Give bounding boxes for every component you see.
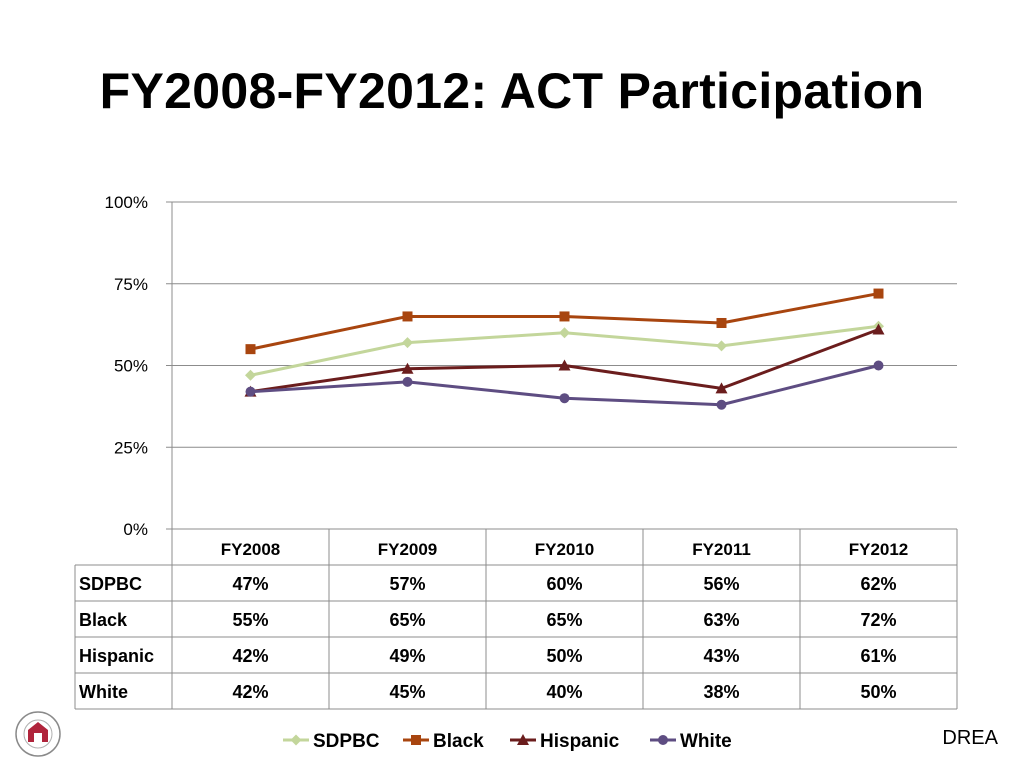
y-tick-label: 25%	[114, 438, 148, 457]
series-black	[245, 288, 884, 355]
legend-label: SDPBC	[313, 731, 380, 752]
school-district-seal-icon	[15, 711, 61, 757]
data-point	[559, 311, 570, 322]
data-point	[402, 311, 413, 322]
table-row-label: Black	[79, 610, 128, 630]
data-label: 61%	[860, 646, 896, 666]
slide-title: FY2008-FY2012: ACT Participation	[99, 63, 925, 119]
data-label: 49%	[389, 646, 425, 666]
data-label: 45%	[389, 682, 425, 702]
data-point	[559, 393, 570, 404]
x-category-label: FY2009	[378, 540, 438, 559]
data-point	[245, 386, 256, 397]
data-point	[402, 376, 413, 387]
data-label: 56%	[703, 574, 739, 594]
data-point	[401, 362, 414, 374]
data-label: 50%	[546, 646, 582, 666]
legend-item-hispanic: Hispanic	[510, 731, 620, 752]
data-point	[872, 323, 885, 335]
x-category-label: FY2011	[692, 540, 751, 559]
data-point	[715, 382, 728, 394]
data-label: 60%	[546, 574, 582, 594]
data-label: 62%	[860, 574, 896, 594]
data-label: 72%	[860, 610, 896, 630]
data-label: 42%	[232, 682, 268, 702]
data-label: 43%	[703, 646, 739, 666]
data-point	[716, 317, 727, 328]
legend-marker	[290, 734, 302, 746]
legend-item-white: White	[650, 731, 732, 752]
data-label: 55%	[232, 610, 268, 630]
data-point	[558, 359, 571, 371]
legend-item-black: Black	[403, 731, 484, 752]
data-label: 42%	[232, 646, 268, 666]
data-label: 65%	[389, 610, 425, 630]
data-point	[559, 327, 570, 339]
footer-note: DREA	[942, 727, 998, 749]
legend-marker	[411, 735, 421, 745]
data-label: 63%	[703, 610, 739, 630]
data-point	[873, 288, 884, 299]
data-point	[873, 360, 884, 371]
data-label: 38%	[703, 682, 739, 702]
x-category-label: FY2008	[221, 540, 281, 559]
legend-item-sdpbc: SDPBC	[283, 731, 380, 752]
table-row-label: SDPBC	[79, 574, 142, 594]
data-label: 40%	[546, 682, 582, 702]
x-category-label: FY2012	[849, 540, 909, 559]
series-sdpbc	[245, 320, 884, 381]
data-point	[716, 399, 727, 410]
data-point	[402, 337, 413, 349]
legend-label: White	[680, 731, 732, 752]
data-label: 57%	[389, 574, 425, 594]
legend-label: Black	[433, 731, 484, 752]
legend-label: Hispanic	[540, 731, 620, 752]
table-row-label: Hispanic	[79, 646, 154, 666]
data-label: 65%	[546, 610, 582, 630]
y-tick-label: 50%	[114, 357, 148, 376]
y-tick-label: 100%	[105, 193, 148, 212]
data-label: 50%	[860, 682, 896, 702]
data-point	[716, 340, 727, 352]
y-tick-label: 75%	[114, 275, 148, 294]
data-point	[245, 344, 256, 355]
x-category-label: FY2010	[535, 540, 595, 559]
data-label: 47%	[232, 574, 268, 594]
data-point	[245, 369, 256, 381]
y-tick-label: 0%	[123, 520, 148, 539]
legend-marker	[517, 734, 529, 745]
series-white	[245, 360, 884, 410]
table-row-label: White	[79, 682, 128, 702]
legend-marker	[658, 735, 668, 745]
